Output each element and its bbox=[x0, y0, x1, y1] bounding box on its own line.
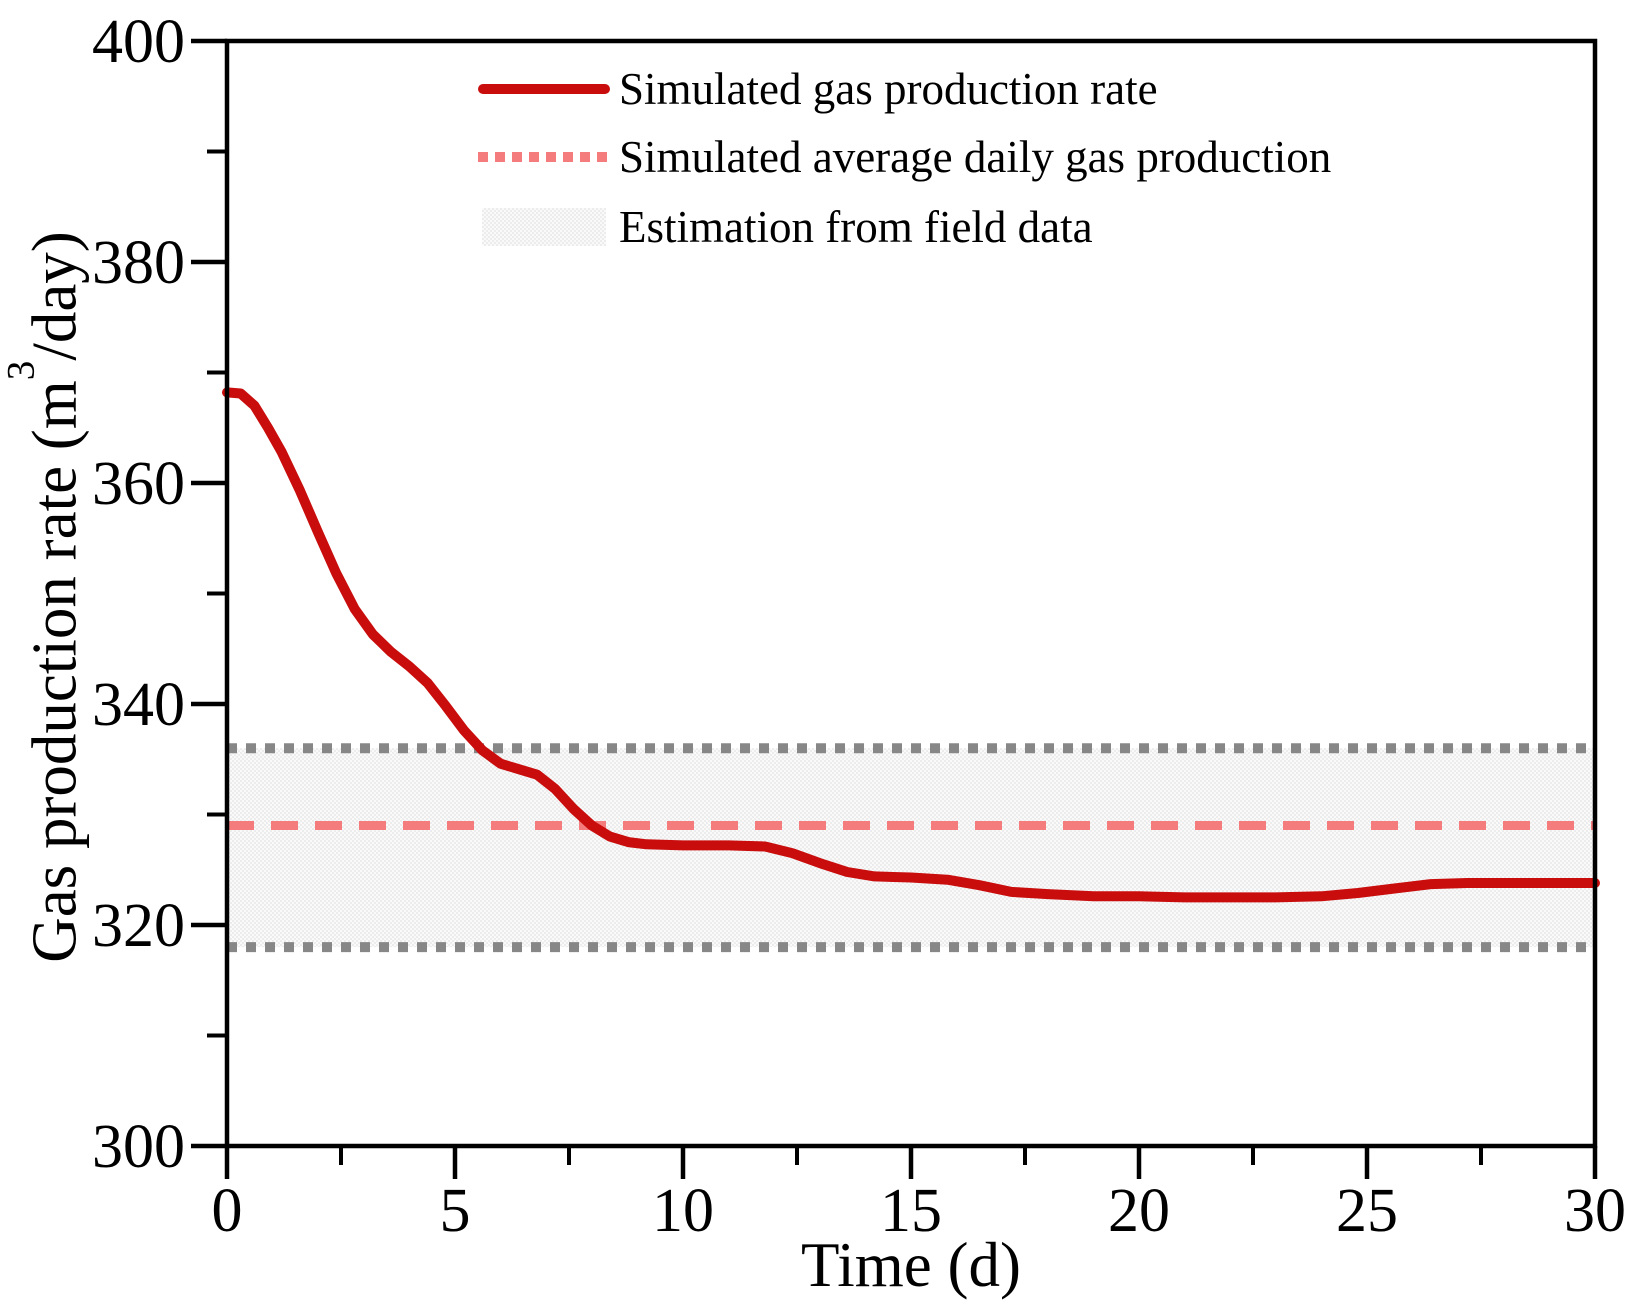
y-tick-label: 360 bbox=[92, 450, 185, 518]
axis-ticks bbox=[191, 38, 1598, 1179]
legend-shaded-patch-swatch bbox=[482, 208, 606, 246]
production-rate-curve-path bbox=[222, 387, 1600, 903]
axis-tick-labels: 0 5 10 15 20 25 30 300 320 340 360 380 400 bbox=[92, 8, 1626, 1245]
x-tick-label: 0 bbox=[212, 1177, 243, 1245]
x-tick-label: 5 bbox=[440, 1177, 471, 1245]
y-axis-title: Gas production rate (m3/day) bbox=[0, 231, 90, 963]
legend-dotted-line-swatch bbox=[478, 152, 610, 162]
legend: Simulated gas production rate Simulated … bbox=[478, 55, 1331, 261]
gas-production-rate-curve bbox=[222, 387, 1600, 903]
legend-item-field-estimation: Estimation from field data bbox=[478, 193, 1331, 261]
x-axis-title: Time (d) bbox=[801, 1230, 1021, 1300]
legend-label-production-rate: Simulated gas production rate bbox=[619, 63, 1158, 114]
estimation-band bbox=[227, 743, 1595, 953]
x-tick-label: 15 bbox=[880, 1177, 942, 1245]
legend-item-production-rate: Simulated gas production rate bbox=[478, 55, 1331, 123]
x-tick-label: 30 bbox=[1564, 1177, 1626, 1245]
x-tick-label: 20 bbox=[1108, 1177, 1170, 1245]
y-tick-label: 400 bbox=[92, 8, 185, 76]
y-axis-title-post: /day) bbox=[19, 231, 90, 361]
plot-frame bbox=[224, 38, 1598, 1149]
y-tick-label: 300 bbox=[92, 1113, 185, 1181]
estimation-band-fill bbox=[227, 748, 1595, 948]
legend-label-average-production: Simulated average daily gas production bbox=[619, 131, 1332, 182]
x-tick-label: 25 bbox=[1336, 1177, 1398, 1245]
legend-label-field-estimation: Estimation from field data bbox=[619, 201, 1093, 252]
y-axis-title-superscript: 3 bbox=[0, 360, 43, 381]
y-tick-label: 380 bbox=[92, 229, 185, 297]
y-tick-label: 320 bbox=[92, 892, 185, 960]
legend-item-average-production: Simulated average daily gas production bbox=[478, 123, 1331, 191]
legend-solid-line-swatch bbox=[478, 84, 610, 94]
y-tick-label: 340 bbox=[92, 671, 185, 739]
x-tick-label: 10 bbox=[652, 1177, 714, 1245]
y-axis-title-pre: Gas production rate (m bbox=[19, 380, 90, 963]
